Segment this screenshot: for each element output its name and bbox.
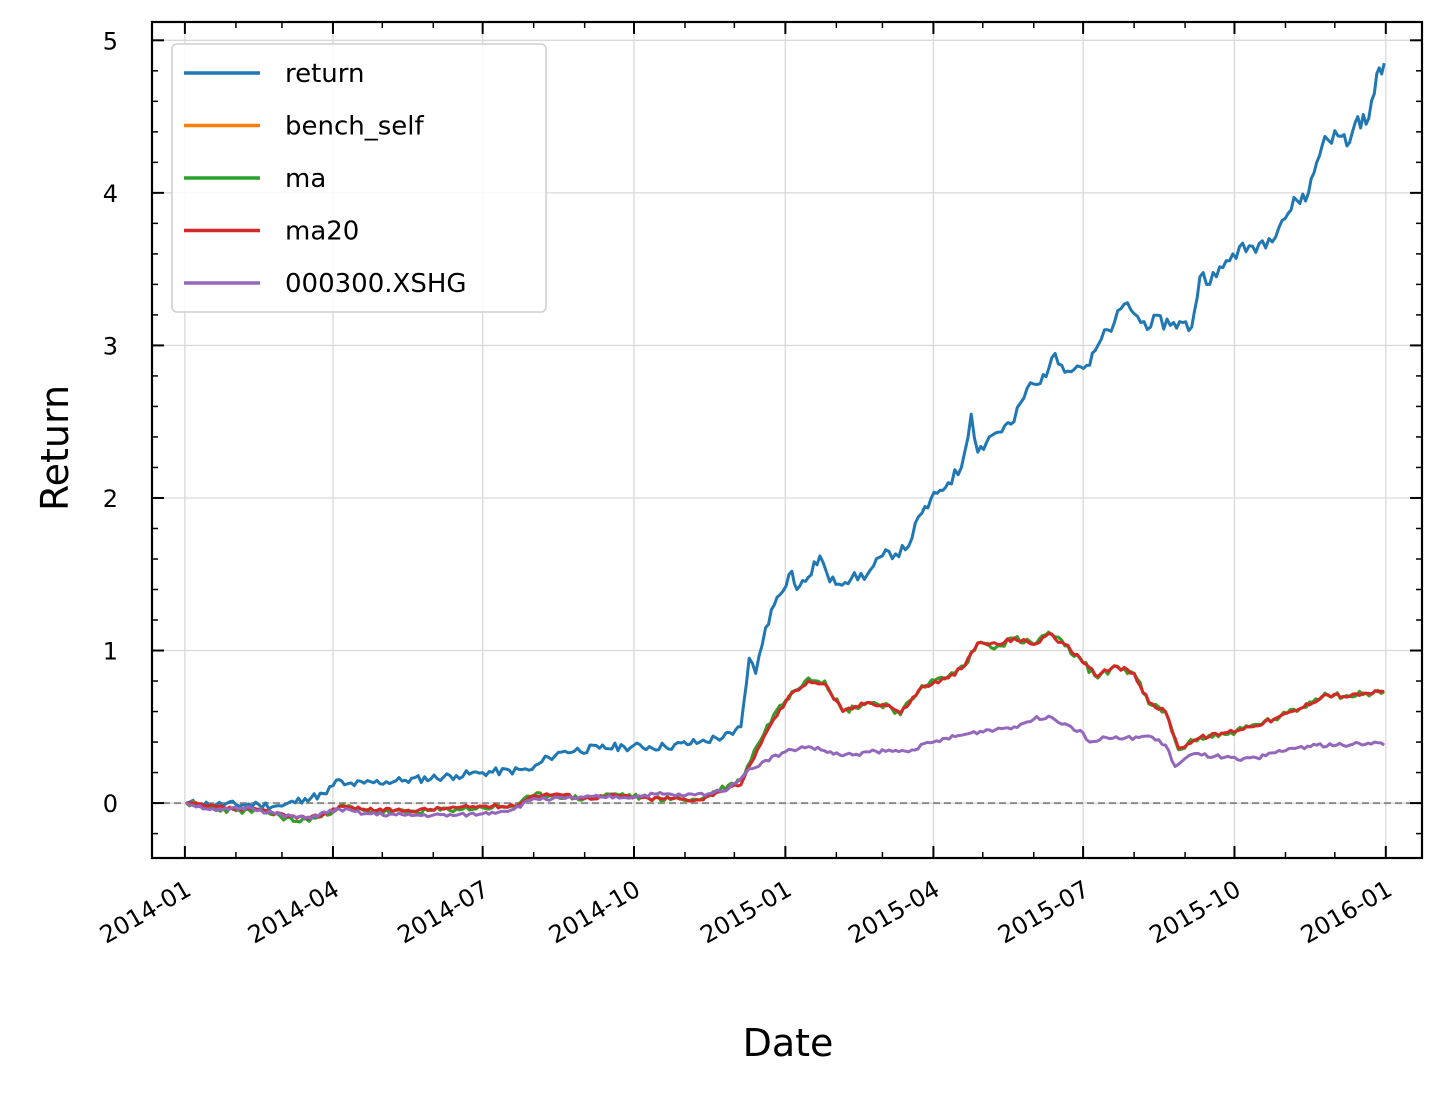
y-tick-label: 4	[103, 180, 118, 208]
y-tick-label: 5	[103, 27, 118, 55]
legend-label: return	[285, 59, 365, 89]
series-line-return	[186, 62, 1386, 811]
y-tick-label: 1	[103, 638, 118, 666]
x-axis-label: Date	[743, 1021, 834, 1065]
y-tick-label: 2	[103, 485, 118, 513]
series-layer	[185, 62, 1386, 824]
y-axis-label: Return	[33, 385, 77, 511]
legend-label: ma20	[285, 217, 359, 247]
legend-box	[171, 43, 547, 313]
legend-label: bench_self	[285, 112, 425, 142]
plot-frame	[150, 20, 1424, 860]
y-tick-label: 0	[103, 790, 118, 818]
series-line-ma20	[186, 632, 1385, 820]
y-axis-ticks: 0 1 2 3 4 5	[103, 27, 1422, 835]
legend-label: 000300.XSHG	[285, 269, 467, 299]
legend-label: ma	[285, 164, 326, 194]
series-line-000300-xshg	[185, 714, 1386, 820]
y-tick-label: 3	[103, 332, 118, 360]
